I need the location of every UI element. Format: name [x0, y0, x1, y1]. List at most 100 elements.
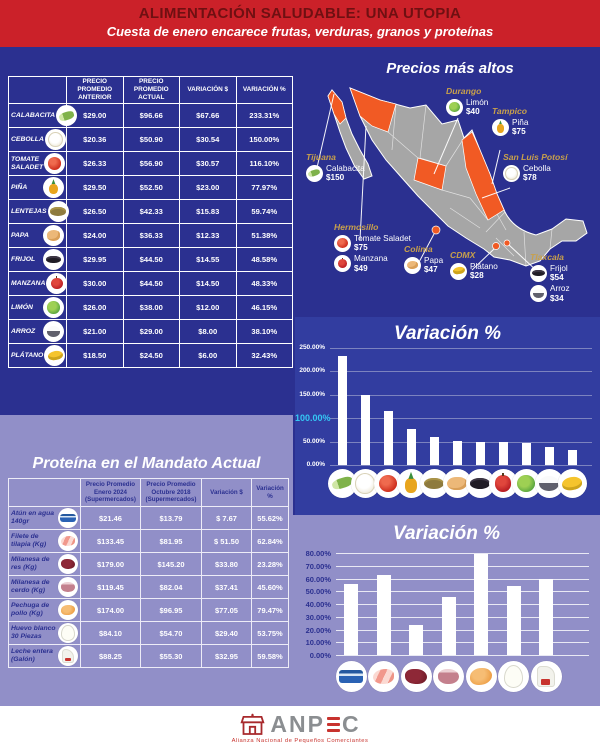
- protein-table-header-row: Precio Promedio Enero 2024 (Supermercado…: [8, 478, 289, 507]
- callout-item: Papa $47: [404, 256, 443, 274]
- produce-row: CALABACITA $29.00 $96.66 $67.66 233.31%: [8, 103, 293, 128]
- callout-city-label: Colima: [404, 244, 433, 254]
- callout-item-name: Cebolla: [523, 164, 551, 173]
- gridline: [330, 348, 592, 349]
- produce-name-cell: CEBOLLA: [8, 127, 67, 152]
- protein-row: Huevo blanco 30 Piezas $84.10 $54.70 $29.40…: [8, 621, 289, 645]
- map-title: Precios más altos: [386, 60, 514, 77]
- map-callout-durango: Durango Limón $40: [446, 86, 488, 116]
- produce-name: CALABACITA: [11, 111, 56, 119]
- limon-icon: [446, 98, 463, 116]
- gridline: [336, 553, 589, 554]
- state-colima: [431, 225, 441, 235]
- produce-name-cell: LENTEJAS: [8, 199, 69, 224]
- pina-icon: [492, 118, 509, 136]
- variacion-pesos-cell: $32.95: [201, 644, 252, 668]
- platano-shape: [560, 475, 584, 492]
- leche-shape: [536, 665, 556, 688]
- produce-name: PIÑA: [11, 183, 28, 191]
- brand-letter-e: [326, 716, 340, 733]
- gridline: [330, 465, 592, 466]
- callout-leader-lines: [315, 93, 539, 273]
- precio-anterior-cell: $29.95: [66, 247, 124, 272]
- callout-item-price: $47: [424, 265, 438, 275]
- platano-shape: [46, 349, 63, 362]
- bar-papa: [452, 440, 462, 465]
- precio-octubre-2018-cell: $13.79: [140, 506, 202, 530]
- limon-shape: [517, 475, 535, 492]
- produce-column-header: VARIACIÓN %: [235, 76, 293, 104]
- x-axis-icon-pollo: [465, 661, 497, 692]
- tilapia-icon: [368, 661, 399, 692]
- produce-corner-cell: [8, 76, 67, 104]
- produce-name: MANZANA: [11, 279, 46, 287]
- frijol-icon: [43, 249, 64, 270]
- y-axis-tick: 50.00%: [302, 437, 325, 445]
- variacion-pesos-cell: $6.00: [179, 343, 237, 368]
- manzana-icon: [334, 255, 351, 273]
- huevo-icon: [498, 661, 529, 692]
- callout-item: Plátano $28: [450, 262, 498, 280]
- huevo-icon: [58, 623, 78, 643]
- manzana-shape: [337, 257, 348, 269]
- protein-row: Filete de tilapia (Kg) $133.45 $81.95 $ 51.…: [8, 529, 289, 553]
- produce-column-header: VARIACIÓN $: [179, 76, 237, 104]
- produce-name: FRIJOL: [11, 255, 36, 263]
- y-axis-tick: 80.00%: [305, 549, 331, 558]
- footer: ANP C Alianza Nacional de Pequeños Comerc…: [0, 706, 600, 750]
- x-axis-icon-cebolla: [350, 469, 380, 498]
- tomate-icon: [44, 153, 66, 174]
- protein-name: Milanesa de res (Kg): [11, 556, 50, 571]
- callout-city-label: Hermosillo: [334, 222, 379, 232]
- callout-city-label: Tampico: [492, 106, 528, 116]
- tomate-icon: [334, 234, 351, 252]
- precio-anterior-cell: $20.36: [66, 127, 124, 152]
- produce-row: MANZANA $30.00 $44.50 $14.50 48.33%: [8, 271, 293, 296]
- bar-platano: [567, 449, 577, 465]
- cebolla-shape: [355, 473, 375, 494]
- callout-item-name: Papa: [424, 256, 444, 265]
- res-icon: [400, 661, 432, 692]
- produce-row: TOMATE SALADET $26.33 $56.90 $30.57 116.10%: [8, 151, 293, 176]
- bar-calabacita: [337, 355, 347, 465]
- x-axis-icon-atun: [335, 661, 367, 692]
- limon-icon: [43, 297, 64, 318]
- precio-enero-2024-cell: $179.00: [80, 552, 141, 576]
- precio-actual-cell: $36.33: [122, 223, 180, 248]
- pollo-icon: [465, 661, 497, 692]
- bar-tomate: [383, 410, 393, 465]
- lentejas-shape: [423, 477, 445, 490]
- papa-shape: [406, 261, 419, 270]
- callout-item-price: $150: [326, 173, 345, 183]
- variacion-pesos-cell: $ 7.67: [201, 506, 252, 530]
- platano-icon: [450, 262, 467, 280]
- state-sonora: [349, 87, 397, 133]
- precio-actual-cell: $52.50: [122, 175, 180, 200]
- bar-frijol: [475, 442, 485, 465]
- produce-row: FRIJOL $29.95 $44.50 $14.55 48.58%: [8, 247, 293, 272]
- frijol-shape: [469, 477, 491, 489]
- variacion-pesos-cell: $37.41: [201, 575, 252, 599]
- page-subtitle: Cuesta de enero encarece frutas, verdura…: [106, 24, 494, 39]
- precio-enero-2024-cell: $21.46: [80, 506, 141, 530]
- x-axis-icon-res: [400, 661, 432, 692]
- cebolla-shape: [47, 131, 63, 148]
- protein-name-cell: Filete de tilapia (Kg): [8, 529, 81, 553]
- variacion-pesos-cell: $14.55: [179, 247, 237, 272]
- callout-item: Frijol $54: [530, 264, 570, 282]
- arroz-icon: [530, 285, 547, 303]
- calabacita-shape: [307, 168, 322, 178]
- pollo-shape: [61, 604, 75, 616]
- anpec-logo: ANP C: [239, 713, 360, 737]
- precio-actual-cell: $24.50: [122, 343, 180, 368]
- variacion-pesos-cell: $29.40: [201, 621, 252, 645]
- produce-price-table: PRECIO PROMEDIO ANTERIOR PRECIO PROMEDIO …: [8, 76, 293, 368]
- precio-anterior-cell: $18.50: [66, 343, 124, 368]
- pina-shape: [497, 124, 504, 133]
- atun-shape: [60, 514, 76, 522]
- huevo-shape: [61, 625, 75, 641]
- y-axis-tick: 0.00%: [309, 651, 331, 660]
- callout-item-name: Manzana: [354, 254, 388, 264]
- cerdo-shape: [61, 582, 75, 592]
- variacion-pct-cell: 45.60%: [251, 575, 289, 599]
